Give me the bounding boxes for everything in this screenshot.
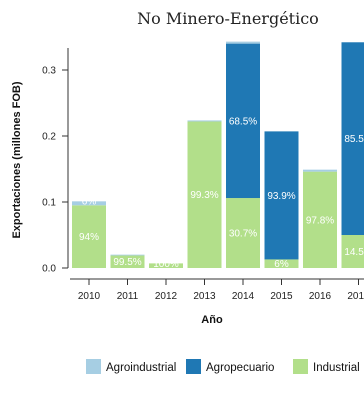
bar-label-industrial-2015: 6% — [274, 259, 289, 270]
y-tick-label: 0.0 — [42, 264, 56, 275]
bar-label-agroindustrial-2010: 6% — [82, 196, 97, 207]
y-tick-label: 0.2 — [42, 132, 56, 143]
bar-label-agropecuario-2014: 68.5% — [229, 116, 257, 127]
bar-label-agropecuario-2015: 93.9% — [267, 191, 295, 202]
legend: Agroindustrial Agropecuario Industrial — [86, 359, 360, 374]
bar-label-industrial-2012: 100% — [153, 259, 179, 270]
bar-label-industrial-2017: 14.5% — [344, 247, 364, 258]
bar-industrial-2011 — [110, 255, 145, 268]
bar-industrial-2013 — [187, 121, 222, 268]
x-tick-label: 2012 — [155, 291, 178, 302]
bar-industrial-2015 — [264, 259, 299, 268]
x-tick-label: 2014 — [232, 291, 255, 302]
bar-industrial-2016 — [303, 171, 337, 268]
legend-swatch-agroindustrial — [86, 359, 101, 374]
bar-industrial-2012 — [149, 263, 183, 268]
x-tick-label: 2010 — [78, 291, 101, 302]
bar-agropecuario-2017 — [341, 42, 364, 235]
bar-industrial-2017 — [341, 235, 364, 268]
x-tick-label: 2015 — [270, 291, 293, 302]
x-tick-label: 2013 — [193, 291, 216, 302]
x-axis-title: Año — [201, 314, 223, 326]
y-axis-ticks: 0.0 0.1 0.2 0.3 — [42, 66, 68, 275]
bar-agroindustrial-2010 — [72, 201, 106, 206]
bar-agroindustrial-2016 — [303, 169, 337, 172]
chart-title: No Minero-Energético — [137, 9, 319, 28]
bar-label-industrial-2016: 97.8% — [306, 215, 334, 226]
bar-agroindustrial-2013 — [187, 120, 222, 122]
bar-agropecuario-2014 — [226, 43, 260, 199]
legend-label-agropecuario: Agropecuario — [206, 362, 274, 374]
legend-swatch-industrial — [293, 359, 308, 374]
legend-swatch-agropecuario — [186, 359, 201, 374]
bar-agropecuario-2015 — [264, 131, 299, 260]
plot-area: 94% 6% 99.5% 100% 99.3% 30.7% 68.5% 6% 93.9% 97.8… — [72, 41, 364, 270]
bar-industrial-2010 — [72, 205, 106, 268]
bar-label-agropecuario-2017: 85.5% — [344, 134, 364, 145]
bar-label-industrial-2014: 30.7% — [229, 229, 257, 240]
y-tick-label: 0.3 — [42, 66, 56, 77]
legend-label-agroindustrial: Agroindustrial — [106, 362, 176, 374]
x-tick-label: 2017 — [347, 291, 364, 302]
legend-label-industrial: Industrial — [313, 362, 360, 374]
bar-label-industrial-2010: 94% — [79, 232, 99, 243]
bar-industrial-2014 — [226, 198, 260, 268]
x-tick-label: 2011 — [117, 291, 139, 302]
y-tick-label: 0.1 — [42, 198, 56, 209]
y-axis-title: Exportaciones (millones FOB) — [11, 81, 23, 238]
bar-label-industrial-2013: 99.3% — [190, 190, 218, 201]
bar-agroindustrial-2014 — [226, 41, 260, 44]
bar-label-industrial-2011: 99.5% — [113, 257, 141, 268]
x-tick-label: 2016 — [309, 291, 332, 302]
x-axis-ticks: 2010 2011 2012 2013 2014 2015 2016 2017 — [78, 279, 364, 302]
bar-agroindustrial-2011 — [110, 254, 145, 256]
